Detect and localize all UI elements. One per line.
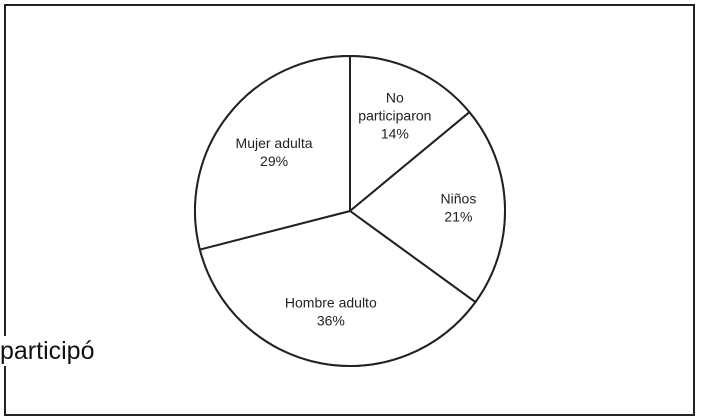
slice-category-label: Mujer adulta <box>236 135 313 151</box>
slice-label: No participaron 14% <box>358 90 431 142</box>
pie-slice <box>349 111 506 304</box>
slice-category-label: Hombre adulto <box>285 294 377 310</box>
slice-label: Hombre adulto 36% <box>285 294 377 328</box>
slice-category-label: participaron <box>358 108 431 124</box>
slice-percent-label: 36% <box>317 312 345 328</box>
slice-percent-label: 29% <box>260 153 288 169</box>
slice-label: Niños 21% <box>441 191 477 225</box>
slice-percent-label: 14% <box>381 126 409 142</box>
background-text: participó <box>0 336 97 366</box>
pie-slice <box>349 55 471 212</box>
pie-slice <box>194 55 351 251</box>
slice-category-label: No <box>386 90 404 106</box>
slice-label: Mujer adulta 29% <box>236 135 313 169</box>
pie-labels: No participaron 14% Niños 21% Hombre adulto 36… <box>236 90 477 329</box>
pie-slice <box>198 210 477 367</box>
slice-percent-label: 21% <box>444 209 472 225</box>
slice-category-label: Niños <box>441 191 477 207</box>
pie-slices <box>194 55 506 367</box>
